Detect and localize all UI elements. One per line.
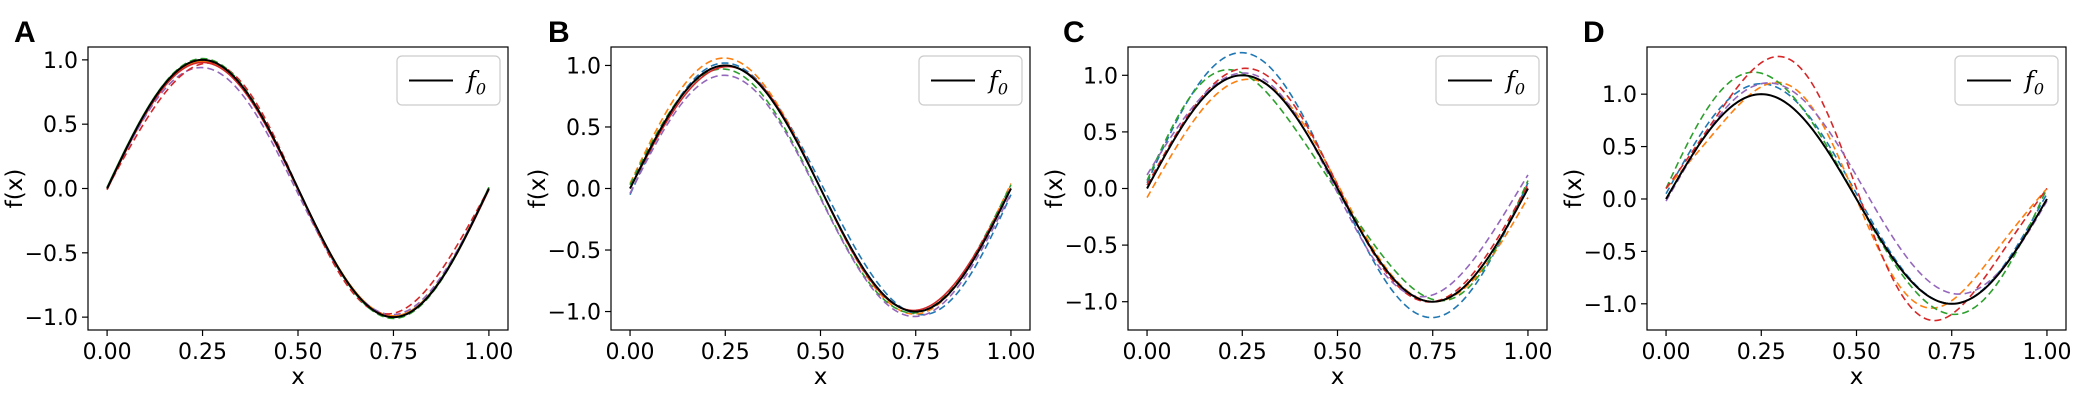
estimate-line-1 xyxy=(1665,82,2048,305)
panel-letter: A xyxy=(14,16,36,49)
y-tick-label: −0.5 xyxy=(548,239,601,264)
x-tick-label: 0.25 xyxy=(1737,340,1786,365)
x-tick-label: 0.50 xyxy=(1313,340,1362,365)
x-axis-label: x xyxy=(814,364,828,390)
y-tick-label: 1.0 xyxy=(566,54,601,79)
y-tick-label: 0.0 xyxy=(1602,188,1637,213)
curves xyxy=(629,57,1012,318)
estimate-line-4 xyxy=(1665,55,2048,322)
x-tick-label: 0.75 xyxy=(891,340,940,365)
x-tick-label: 1.00 xyxy=(464,340,513,365)
x-tick-label: 0.50 xyxy=(1832,340,1881,365)
y-tick-label: −0.5 xyxy=(1065,234,1118,259)
x-axis-label: x xyxy=(291,364,305,390)
x-tick-label: 0.50 xyxy=(796,340,845,365)
panel-d: D 0.00 0.25 0.50 0.75 1.00 −1.0 −0.5 0.0 0.5 1.0 x f… xyxy=(1561,16,2071,390)
curves xyxy=(1146,51,1529,319)
y-tick-label: −1.0 xyxy=(25,306,78,331)
y-tick-label: −1.0 xyxy=(1584,293,1637,318)
y-axis-label: f(x) xyxy=(2,169,28,209)
panel-c: C 0.00 0.25 0.50 0.75 1.00 −1.0 −0.5 0.0 0.5 1.0 x f… xyxy=(1042,16,1552,390)
legend: f0 xyxy=(396,55,501,106)
x-tick-label: 0.50 xyxy=(274,340,323,365)
estimate-line-5 xyxy=(629,74,1012,318)
legend: f0 xyxy=(918,55,1023,106)
estimate-line-5 xyxy=(1146,72,1529,298)
y-axis-label: f(x) xyxy=(1561,169,1587,209)
y-tick-label: 0.0 xyxy=(566,178,601,203)
x-tick-label: 0.75 xyxy=(1927,340,1976,365)
y-tick-label: 0.5 xyxy=(1602,136,1637,161)
legend-label-subscript: 0 xyxy=(476,80,486,99)
estimate-line-5 xyxy=(1665,82,2048,295)
y-tick-label: 0.5 xyxy=(566,116,601,141)
y-tick-label: 0.5 xyxy=(43,113,78,138)
y-tick-label: −1.0 xyxy=(1065,291,1118,316)
panel-letter: B xyxy=(548,16,570,49)
y-tick-label: 0.0 xyxy=(43,178,78,203)
y-tick-label: 1.0 xyxy=(1602,83,1637,108)
y-tick-label: 1.0 xyxy=(1083,64,1118,89)
true-function-line xyxy=(1146,74,1529,303)
y-tick-label: 1.0 xyxy=(43,49,78,74)
x-tick-label: 1.00 xyxy=(1503,340,1552,365)
x-tick-label: 1.00 xyxy=(2022,340,2071,365)
true-function-line xyxy=(106,58,490,319)
panel-letter: C xyxy=(1063,16,1085,49)
legend-label-subscript: 0 xyxy=(1515,80,1525,99)
curves xyxy=(106,57,490,320)
curves xyxy=(1665,55,2048,322)
panel-letter: D xyxy=(1583,16,1605,49)
y-tick-label: −1.0 xyxy=(548,301,601,326)
estimate-line-4 xyxy=(1146,67,1529,303)
panel-b: B 0.00 0.25 0.50 0.75 1.00 −1.0 −0.5 0.0 0.5 1.0 x f… xyxy=(525,16,1035,390)
x-tick-label: 0.25 xyxy=(1218,340,1267,365)
y-axis-label: f(x) xyxy=(1042,169,1068,209)
legend: f0 xyxy=(1435,55,1540,106)
x-tick-label: 0.75 xyxy=(369,340,418,365)
true-function-line xyxy=(1665,93,2048,305)
x-tick-label: 0.25 xyxy=(701,340,750,365)
y-tick-label: −0.5 xyxy=(25,242,78,267)
x-tick-label: 0.00 xyxy=(1123,340,1172,365)
x-tick-label: 0.00 xyxy=(83,340,132,365)
y-tick-label: −0.5 xyxy=(1584,240,1637,265)
x-axis-label: x xyxy=(1331,364,1345,390)
estimate-line-1 xyxy=(1146,51,1529,319)
x-tick-label: 0.75 xyxy=(1408,340,1457,365)
y-tick-label: 0.5 xyxy=(1083,121,1118,146)
estimate-line-6 xyxy=(106,62,490,315)
x-tick-label: 0.00 xyxy=(1642,340,1691,365)
x-axis-label: x xyxy=(1850,364,1864,390)
panel-a: A 0.00 0.25 0.50 0.75 1.00 −1.0 −0.5 0.0 0.5 1.0 x f… xyxy=(2,16,513,390)
estimate-line-5 xyxy=(106,66,490,316)
legend: f0 xyxy=(1954,55,2059,106)
y-tick-label: 0.0 xyxy=(1083,178,1118,203)
legend-label-subscript: 0 xyxy=(998,80,1008,99)
y-axis-label: f(x) xyxy=(525,169,551,209)
true-function-line xyxy=(629,64,1012,313)
x-tick-label: 0.25 xyxy=(178,340,227,365)
x-tick-label: 1.00 xyxy=(986,340,1035,365)
x-tick-label: 0.00 xyxy=(606,340,655,365)
legend-label-subscript: 0 xyxy=(2034,80,2044,99)
